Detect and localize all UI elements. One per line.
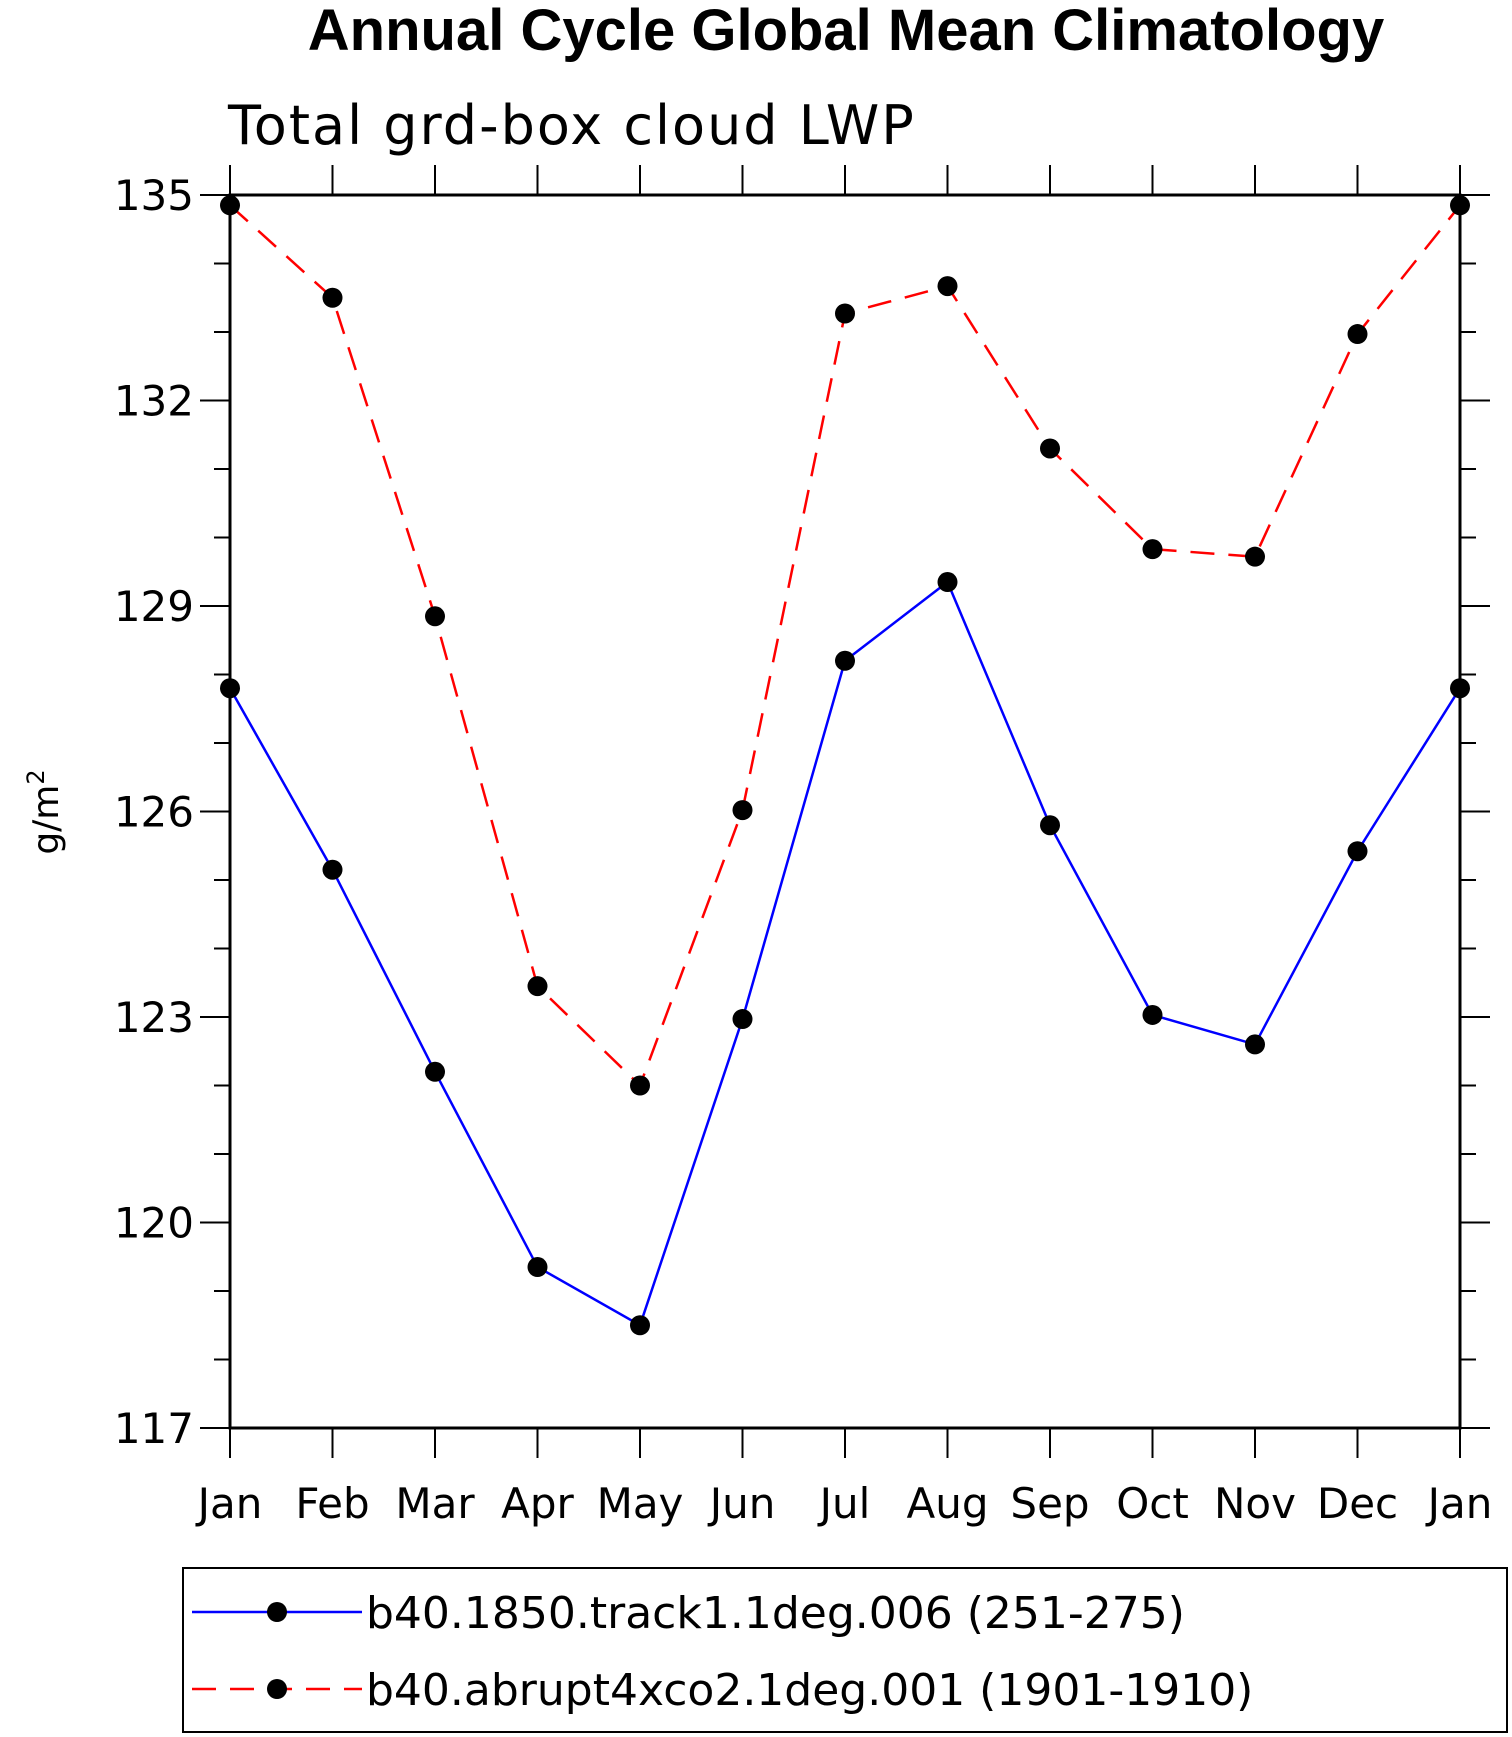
series-1-point (1142, 539, 1163, 560)
y-tick-label: 126 (114, 788, 194, 837)
series-1-point (1347, 324, 1368, 345)
y-axis-label: g/m2 (22, 769, 67, 854)
series-1-point (835, 303, 855, 324)
series-1-point (425, 606, 445, 627)
x-axis: Jan Feb Mar Apr May Jun Jul Aug Sep Oct Nov Dec Jan (195, 165, 1493, 1528)
legend: b40.1850.track1.1deg.006 (251-275) b40.ab… (182, 1567, 1508, 1733)
series-0-point (1040, 815, 1060, 836)
series-1-point (732, 800, 753, 821)
chart-title: Annual Cycle Global Mean Climatology (308, 0, 1384, 63)
x-tick-label: Aug (906, 1479, 988, 1528)
y-axis-label-superscript: 2 (22, 769, 50, 784)
y-tick-label: 117 (114, 1404, 194, 1453)
y-tick-label: 135 (114, 171, 194, 220)
series-1-point (1450, 195, 1470, 216)
plot-frame (228, 193, 1462, 1430)
series-0-point (425, 1061, 445, 1082)
series-0-line (228, 580, 1462, 1328)
x-tick-label: Nov (1214, 1479, 1296, 1528)
x-tick-label: Jul (817, 1479, 871, 1528)
series-0-point (322, 859, 343, 880)
series-0-point (835, 650, 855, 671)
y-tick-label: 123 (114, 993, 194, 1042)
plot-border (228, 193, 1462, 1430)
series-1-point (937, 276, 958, 297)
series-1-point (527, 976, 548, 997)
series-0-point (220, 678, 240, 699)
series-0-point (1347, 841, 1368, 862)
series-1-point (1040, 438, 1060, 459)
x-tick-label: Jan (195, 1479, 263, 1528)
series-0-point (1142, 1004, 1163, 1025)
y-tick-label: 120 (114, 1199, 194, 1248)
series-0-point (527, 1257, 548, 1278)
y-axis: 117 120 123 126 129 132 135 (114, 171, 1490, 1453)
legend-marker-1 (267, 1679, 287, 1699)
series-0-point (732, 1009, 753, 1030)
series-1-point (630, 1075, 650, 1096)
x-tick-label: Feb (295, 1479, 369, 1528)
legend-box (182, 1567, 1508, 1733)
legend-label-0: b40.1850.track1.1deg.006 (251-275) (366, 1588, 1185, 1639)
x-tick-label: Apr (501, 1479, 574, 1528)
chart-subtitle: Total grd-box cloud LWP (227, 94, 916, 157)
series-0-point (1450, 678, 1470, 699)
series-layer (220, 195, 1470, 1336)
series-0-point (937, 572, 958, 593)
x-tick-label: May (597, 1479, 684, 1528)
x-tick-label: Oct (1116, 1479, 1189, 1528)
series-1-line (229, 204, 1461, 1088)
series-0-point (630, 1315, 650, 1336)
x-tick-label: Sep (1010, 1479, 1089, 1528)
x-tick-label: Dec (1317, 1479, 1398, 1528)
series-0-point (1245, 1034, 1265, 1055)
y-tick-label: 129 (114, 582, 194, 631)
legend-marker-0 (267, 1602, 287, 1622)
y-tick-label: 132 (114, 377, 194, 426)
legend-label-1: b40.abrupt4xco2.1deg.001 (1901-1910) (366, 1665, 1253, 1716)
x-tick-label: Mar (395, 1479, 475, 1528)
series-1-point (322, 287, 343, 308)
x-tick-label: Jun (707, 1479, 776, 1528)
series-1-point (1245, 546, 1265, 567)
y-axis-label-base: g/m (26, 785, 67, 855)
x-tick-label: Jan (1425, 1479, 1493, 1528)
series-1-point (220, 195, 240, 216)
